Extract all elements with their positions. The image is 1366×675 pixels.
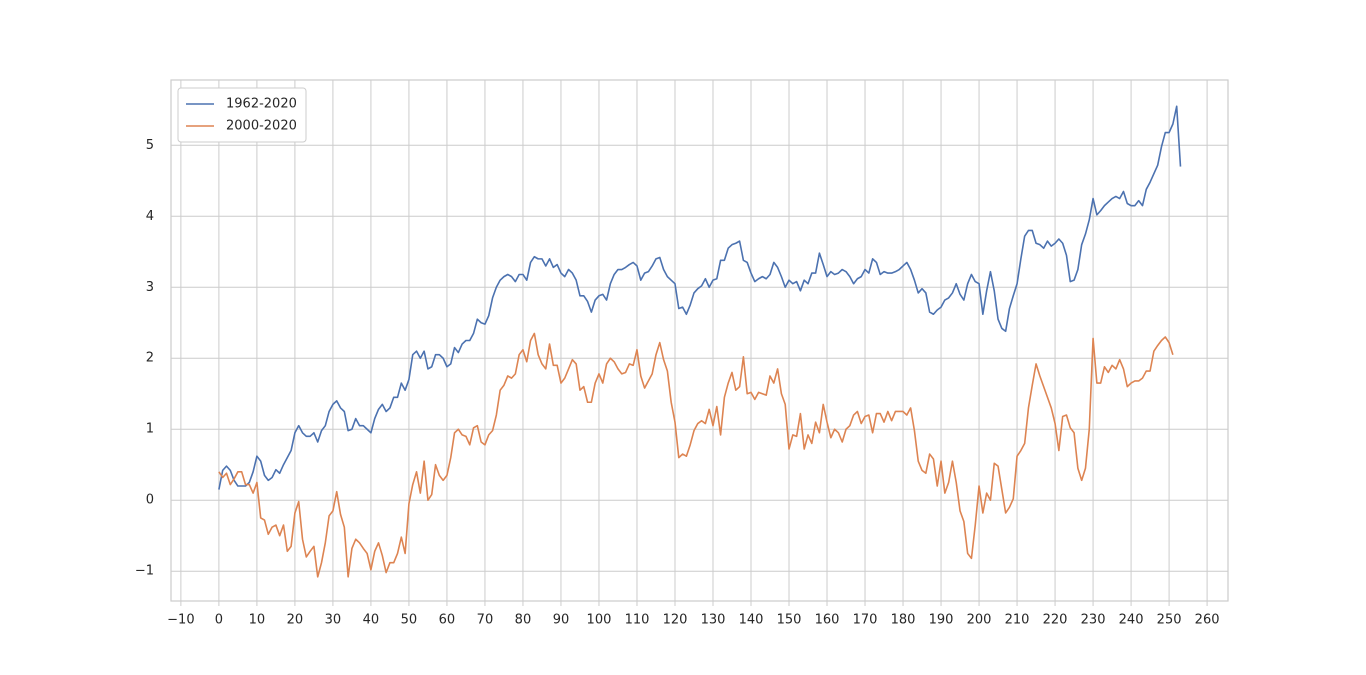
x-tick-label: 90 bbox=[553, 613, 570, 628]
y-tick-label: 0 bbox=[146, 493, 154, 508]
x-tick-label: 210 bbox=[1005, 613, 1030, 628]
x-tick-label: 200 bbox=[967, 613, 992, 628]
x-tick-label: 160 bbox=[815, 613, 840, 628]
x-tick-label: 100 bbox=[587, 613, 612, 628]
x-tick-label: 70 bbox=[477, 613, 494, 628]
x-tick-label: 140 bbox=[739, 613, 764, 628]
y-tick-label: −1 bbox=[135, 564, 154, 579]
x-tick-label: 80 bbox=[515, 613, 532, 628]
plot-background bbox=[171, 80, 1228, 601]
x-tick-label: 60 bbox=[439, 613, 456, 628]
x-tick-label: 0 bbox=[215, 613, 223, 628]
x-tick-label: 110 bbox=[625, 613, 650, 628]
x-tick-label: 240 bbox=[1119, 613, 1144, 628]
y-tick-label: 4 bbox=[146, 209, 154, 224]
y-tick-label: 3 bbox=[146, 280, 154, 295]
plot-frame bbox=[170, 79, 1229, 602]
legend-box bbox=[177, 87, 307, 143]
x-tick-label: 120 bbox=[663, 613, 688, 628]
x-tick-label: 30 bbox=[325, 613, 342, 628]
legend-label: 2000-2020 bbox=[226, 119, 297, 134]
x-tick-label: 10 bbox=[249, 613, 266, 628]
legend-label: 1962-2020 bbox=[226, 97, 297, 112]
x-tick-label: 220 bbox=[1043, 613, 1068, 628]
legend: 1962-2020 2000-2020 bbox=[177, 87, 307, 143]
x-tick-label: 50 bbox=[401, 613, 418, 628]
y-tick-label: 5 bbox=[146, 138, 154, 153]
x-tick-label: 260 bbox=[1195, 613, 1220, 628]
y-tick-label: 2 bbox=[146, 351, 154, 366]
x-tick-label: −10 bbox=[167, 613, 194, 628]
x-tick-label: 230 bbox=[1081, 613, 1106, 628]
x-tick-label: 20 bbox=[287, 613, 304, 628]
x-tick-label: 180 bbox=[891, 613, 916, 628]
x-tick-label: 190 bbox=[929, 613, 954, 628]
x-tick-label: 130 bbox=[701, 613, 726, 628]
y-tick-label: 1 bbox=[146, 422, 154, 437]
line-series bbox=[218, 105, 1182, 490]
x-tick-label: 40 bbox=[363, 613, 380, 628]
x-tick-label: 170 bbox=[853, 613, 878, 628]
line-series bbox=[218, 332, 1174, 578]
x-tick-label: 250 bbox=[1157, 613, 1182, 628]
x-tick-label: 150 bbox=[777, 613, 802, 628]
